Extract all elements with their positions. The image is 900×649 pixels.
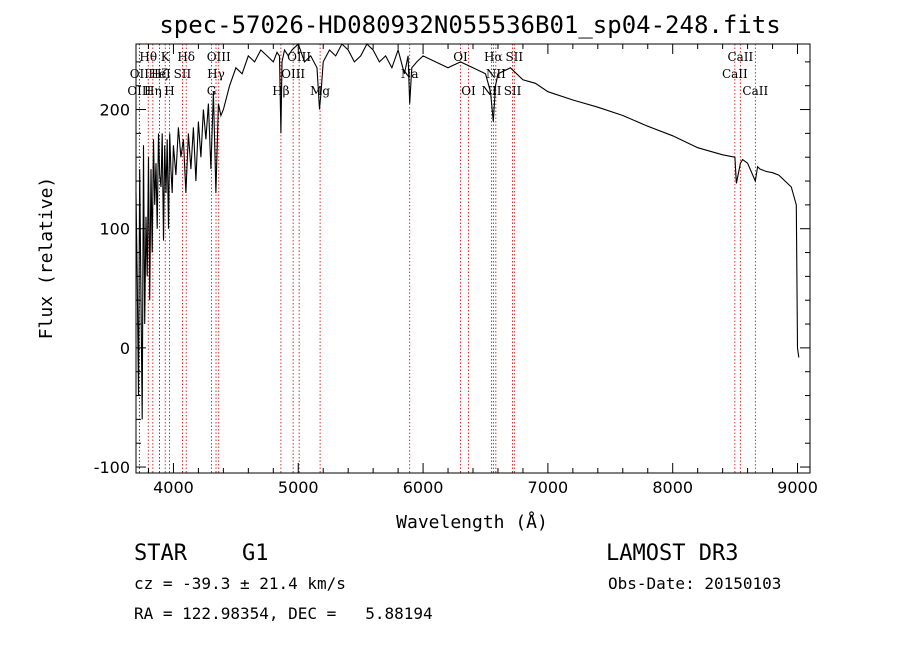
marker-label-9: Hδ [177,50,195,64]
marker-label-20: NII [481,84,501,98]
object-subclass: G1 [242,541,269,566]
marker-label-7: HeI [148,67,171,81]
survey-name: LAMOST DR3 [606,541,739,566]
object-class: STAR [134,541,187,566]
marker-label-4: Hζ [151,67,168,81]
y-tick-label-100: 100 [99,220,130,239]
marker-label-16: Mg [310,84,330,98]
marker-label-1: OII [130,67,150,81]
y-tick-label-200: 200 [99,101,130,120]
marker-label-19: OI [461,84,476,98]
emission-line-markers [138,44,756,473]
marker-label-3: Hη [144,84,162,98]
marker-label-2: OIII [127,84,151,98]
marker-label-11: Hγ [207,67,225,81]
x-tick-label-8000: 8000 [652,478,693,497]
marker-label-27: CaII [742,84,768,98]
marker-label-8: SII [174,67,192,81]
marker-label-22: NII [486,67,506,81]
marker-label-25: CaII [722,67,748,81]
y-tick-label--100: -100 [94,458,130,477]
x-tick-label-4000: 4000 [153,478,194,497]
marker-label-6: H [164,84,174,98]
marker-label-14: OIII [281,67,305,81]
redshift-velocity: cz = -39.3 ± 21.4 km/s [134,574,346,593]
marker-label-13: Hβ [272,84,289,98]
spectrum-line [135,43,800,420]
chart-title: spec-57026-HD080932N055536B01_sp04-248.f… [159,11,780,39]
marker-label-18: OI [453,50,468,64]
marker-label-23: SII [504,84,522,98]
marker-label-21: Hα [484,50,503,64]
axis-ticks: 4000 5000 6000 7000 8000 9000 -100 0 100 200 [94,44,818,497]
marker-label-24: SII [505,50,523,64]
marker-label-26: CaII [727,50,753,64]
observation-date: Obs-Date: 20150103 [608,574,782,593]
y-axis-label: Flux (relative) [36,177,57,340]
x-tick-label-5000: 5000 [278,478,319,497]
marker-label-5: K [161,50,171,64]
marker-label-10: OIII [207,50,231,64]
x-tick-label-9000: 9000 [777,478,818,497]
x-axis-label: Wavelength (Å) [396,511,548,533]
marker-label-12: G [207,84,217,98]
x-tick-label-7000: 7000 [528,478,569,497]
x-tick-label-6000: 6000 [403,478,444,497]
plot-frame [135,43,811,474]
coordinates: RA = 122.98354, DEC = 5.88194 [134,604,433,623]
y-tick-label-0: 0 [120,339,130,358]
marker-label-0: Hθ [139,50,157,64]
